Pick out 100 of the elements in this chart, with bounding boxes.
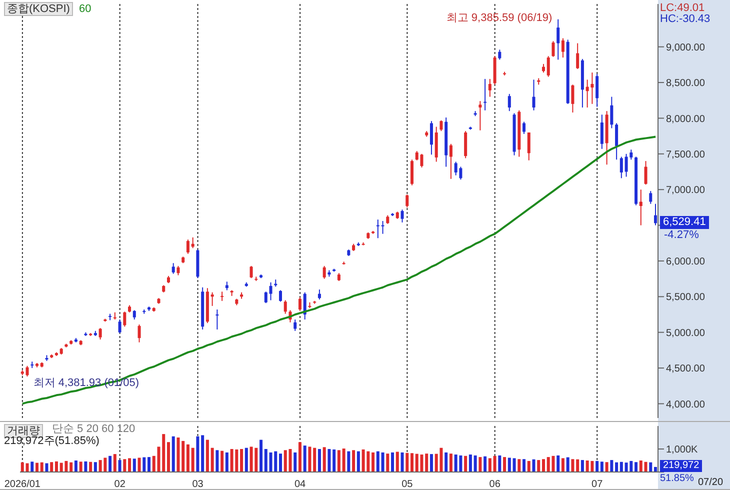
text: 219,972 — [660, 460, 702, 472]
bar — [128, 458, 132, 472]
candlestick — [400, 209, 404, 223]
candlestick — [600, 114, 604, 150]
candlestick — [552, 40, 555, 58]
bar — [644, 462, 648, 472]
bar — [30, 462, 34, 472]
candlestick — [376, 219, 380, 239]
text: 60 — [78, 3, 92, 15]
bar — [220, 450, 224, 472]
bar — [518, 459, 521, 472]
bar — [634, 462, 638, 472]
bar — [561, 458, 564, 472]
candlestick — [216, 309, 219, 330]
bar — [400, 452, 404, 472]
candlestick — [172, 262, 175, 274]
annotation: 최고 9,385.59 (06/19) — [446, 12, 552, 24]
y-tick-label: 7,500.00 — [666, 149, 706, 160]
y-tick-label: 4,000.00 — [666, 399, 706, 410]
bar — [94, 462, 97, 472]
bar — [386, 454, 390, 472]
y-tick-label: 1,000K — [666, 444, 698, 456]
y-tick-label: 8,000.00 — [666, 114, 706, 125]
bar — [498, 455, 502, 472]
bar — [50, 462, 54, 472]
bar — [556, 455, 560, 472]
bar — [620, 462, 623, 472]
bar — [322, 447, 326, 472]
y-tick-label: 5,500.00 — [666, 292, 706, 304]
bar — [352, 450, 356, 472]
candlestick — [527, 132, 530, 161]
bar — [464, 456, 468, 472]
bar — [566, 457, 570, 472]
bar — [176, 438, 180, 472]
bar — [532, 459, 536, 472]
text: 07/20 — [698, 477, 724, 489]
candlestick — [440, 120, 443, 132]
bar — [425, 454, 428, 472]
candlestick — [298, 296, 302, 312]
candlestick — [620, 156, 623, 179]
bar — [201, 435, 204, 472]
bar — [600, 462, 604, 472]
bar — [396, 452, 399, 472]
x-tick-label: 04 — [294, 479, 306, 490]
candlestick — [576, 42, 580, 70]
bar — [332, 449, 336, 472]
candlestick — [644, 160, 648, 186]
x-tick-label: 03 — [192, 479, 204, 490]
bar — [138, 458, 141, 472]
candlestick — [430, 120, 433, 156]
bar — [610, 460, 614, 472]
bar — [182, 440, 185, 472]
bar — [512, 458, 516, 472]
bar — [113, 454, 116, 472]
candlestick — [132, 310, 136, 320]
candlestick — [596, 73, 599, 108]
candlestick — [118, 318, 122, 334]
bar — [89, 462, 92, 472]
candlestick — [269, 282, 272, 301]
bar — [356, 451, 360, 472]
x-tick-label: 02 — [114, 479, 126, 490]
bar — [166, 442, 170, 472]
candlestick — [381, 220, 384, 234]
bar — [372, 452, 375, 472]
candlestick — [639, 189, 642, 226]
bar — [571, 459, 574, 472]
bar — [84, 461, 88, 472]
candlestick — [220, 291, 224, 302]
bar — [522, 459, 526, 472]
candlestick — [498, 49, 502, 60]
bar — [649, 462, 652, 472]
candlestick — [250, 265, 253, 279]
bar — [605, 462, 608, 472]
x-tick-label: 06 — [489, 479, 501, 490]
candlestick — [615, 122, 618, 160]
bar — [162, 434, 166, 472]
bar — [79, 462, 82, 472]
candlestick — [561, 38, 564, 58]
candlestick — [322, 265, 326, 280]
candlestick — [294, 318, 297, 332]
bar — [537, 460, 540, 472]
candlestick — [449, 143, 452, 180]
bar — [40, 462, 44, 472]
bar — [391, 452, 394, 472]
bar — [488, 458, 492, 472]
candlestick — [508, 93, 511, 112]
bar — [337, 450, 340, 472]
y-tick-label: 9,000.00 — [666, 42, 706, 54]
candlestick — [532, 79, 536, 111]
candlestick — [264, 291, 268, 304]
bar — [313, 448, 316, 472]
bar — [118, 460, 122, 472]
bar — [639, 460, 642, 472]
bar — [381, 452, 384, 472]
y-tick-label: 8,500.00 — [666, 78, 706, 90]
bar — [294, 452, 297, 472]
bar — [328, 449, 331, 472]
candlestick — [318, 289, 321, 300]
bar — [342, 448, 346, 472]
bar — [298, 442, 302, 472]
